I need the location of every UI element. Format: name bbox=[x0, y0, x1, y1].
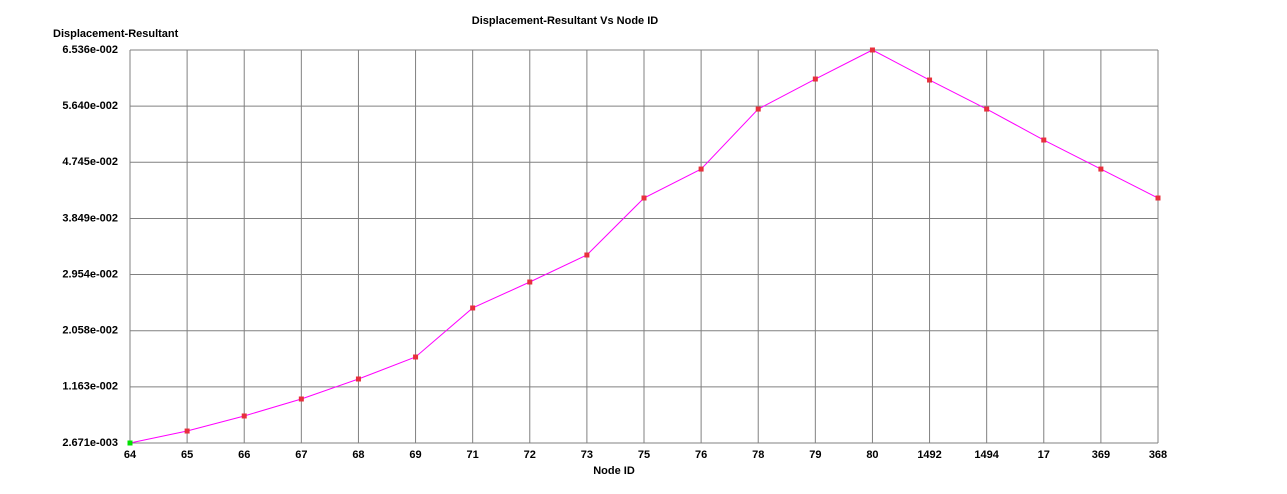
data-point bbox=[298, 396, 304, 402]
data-point bbox=[698, 166, 704, 172]
data-point bbox=[184, 428, 190, 434]
data-point bbox=[413, 354, 419, 360]
x-tick-label: 69 bbox=[409, 449, 421, 461]
x-tick-label: 67 bbox=[295, 449, 307, 461]
data-point bbox=[984, 106, 990, 112]
data-point bbox=[241, 413, 247, 419]
data-point bbox=[1098, 166, 1104, 172]
x-tick-label: 65 bbox=[181, 449, 193, 461]
data-point bbox=[641, 195, 647, 201]
x-tick-label: 79 bbox=[809, 449, 821, 461]
y-tick-label: 6.536e-002 bbox=[62, 44, 118, 56]
data-point bbox=[527, 279, 533, 285]
x-tick-label: 71 bbox=[467, 449, 479, 461]
x-tick-label: 78 bbox=[752, 449, 764, 461]
data-point bbox=[755, 106, 761, 112]
x-tick-label: 369 bbox=[1092, 449, 1110, 461]
x-tick-label: 64 bbox=[124, 449, 137, 461]
y-tick-label: 2.954e-002 bbox=[62, 268, 118, 280]
y-tick-label: 1.163e-002 bbox=[62, 381, 118, 393]
x-tick-label: 66 bbox=[238, 449, 250, 461]
x-tick-label: 1492 bbox=[917, 449, 941, 461]
y-tick-label: 2.058e-002 bbox=[62, 325, 118, 337]
data-point bbox=[355, 376, 361, 382]
x-tick-label: 80 bbox=[866, 449, 878, 461]
x-tick-label: 72 bbox=[524, 449, 536, 461]
data-point bbox=[470, 305, 476, 311]
data-point bbox=[812, 76, 818, 82]
x-tick-label: 76 bbox=[695, 449, 707, 461]
x-axis-label: Node ID bbox=[593, 465, 635, 477]
chart-title: Displacement-Resultant Vs Node ID bbox=[472, 15, 658, 27]
x-tick-label: 17 bbox=[1038, 449, 1050, 461]
y-tick-label: 5.640e-002 bbox=[62, 100, 118, 112]
y-tick-label: 3.849e-002 bbox=[62, 212, 118, 224]
x-tick-label: 75 bbox=[638, 449, 650, 461]
data-point bbox=[127, 440, 133, 446]
x-tick-label: 68 bbox=[352, 449, 364, 461]
data-point bbox=[1041, 137, 1047, 143]
y-axis-label: Displacement-Resultant bbox=[53, 28, 179, 40]
data-point bbox=[927, 77, 933, 83]
y-tick-label: 4.745e-002 bbox=[62, 156, 118, 168]
y-tick-label: 2.671e-003 bbox=[62, 437, 118, 449]
data-point bbox=[584, 252, 590, 258]
data-point bbox=[869, 47, 875, 53]
x-tick-label: 368 bbox=[1149, 449, 1167, 461]
x-tick-label: 73 bbox=[581, 449, 593, 461]
data-point bbox=[1155, 195, 1161, 201]
x-tick-label: 1494 bbox=[974, 449, 999, 461]
